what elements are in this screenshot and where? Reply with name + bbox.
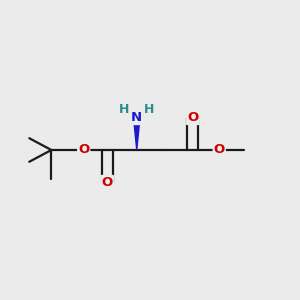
Text: H: H [119, 103, 130, 116]
Text: N: N [131, 111, 142, 124]
Text: O: O [78, 143, 89, 157]
Text: O: O [102, 176, 113, 189]
Polygon shape [134, 118, 140, 150]
Text: O: O [187, 111, 198, 124]
Text: O: O [214, 143, 225, 157]
Text: H: H [144, 103, 154, 116]
